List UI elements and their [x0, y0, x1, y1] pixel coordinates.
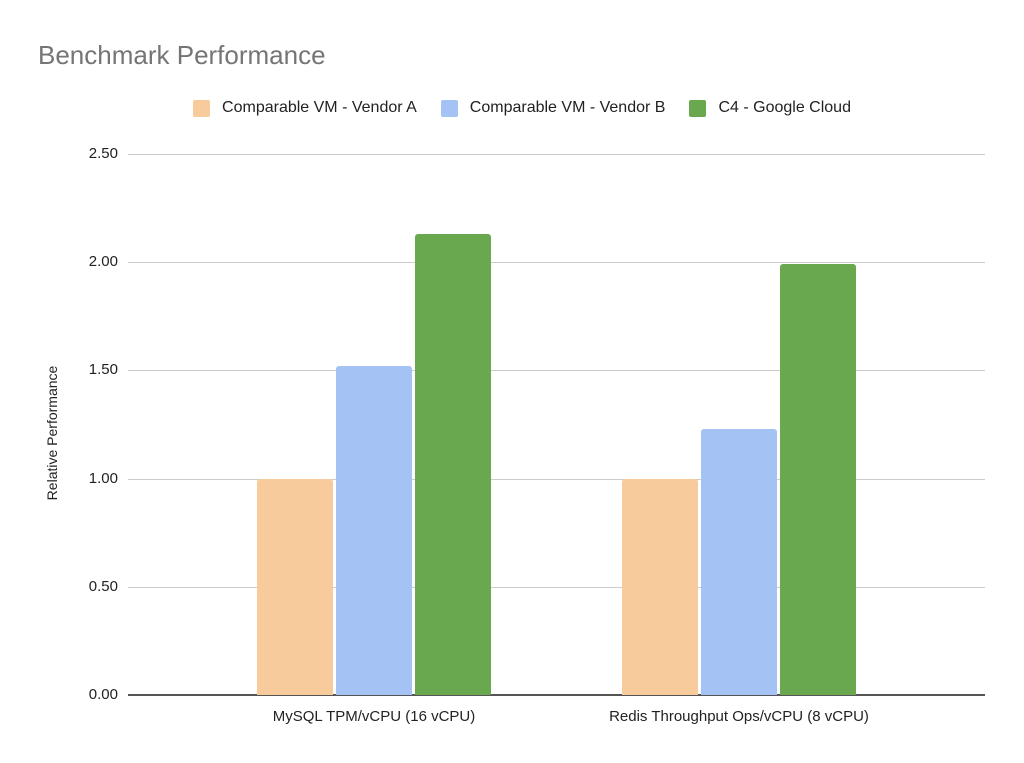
y-tick-label: 2.50: [88, 145, 118, 162]
x-category-label: Redis Throughput Ops/vCPU (8 vCPU): [609, 708, 869, 725]
chart-title: Benchmark Performance: [38, 40, 326, 70]
legend-label: C4 - Google Cloud: [718, 99, 851, 116]
gridline: [128, 370, 985, 372]
legend-swatch-vendor-b: [440, 99, 458, 117]
bar: [336, 366, 412, 695]
gridline: [128, 154, 985, 155]
y-tick-label: 2.00: [88, 253, 118, 271]
y-tick-label: 0.50: [88, 577, 118, 595]
legend-swatch-c4: [689, 99, 707, 117]
gridline: [128, 262, 985, 264]
y-tick-label: 1.00: [88, 469, 118, 487]
legend-label: Comparable VM - Vendor B: [469, 99, 666, 116]
legend: Comparable VM - Vendor A Comparable VM -…: [0, 99, 1024, 117]
legend-item-vendor-b: Comparable VM - Vendor B: [440, 99, 666, 117]
legend-label: Comparable VM - Vendor A: [222, 99, 417, 116]
gridline: [128, 586, 985, 588]
x-category-label: MySQL TPM/vCPU (16 vCPU): [272, 708, 476, 725]
legend-item-vendor-a: Comparable VM - Vendor A: [193, 99, 417, 117]
y-tick-label: 0.00: [88, 686, 118, 703]
legend-swatch-vendor-a: [193, 99, 211, 117]
y-axis-label: Relative Performance: [44, 365, 60, 501]
bar: [415, 234, 491, 695]
bar: [257, 478, 333, 695]
bar: [780, 264, 856, 695]
x-axis: [128, 694, 985, 696]
y-tick-label: 1.50: [88, 361, 118, 379]
gridline: [128, 478, 985, 480]
bar: [701, 428, 777, 695]
legend-item-c4: C4 - Google Cloud: [689, 99, 851, 117]
bar: [622, 478, 698, 695]
